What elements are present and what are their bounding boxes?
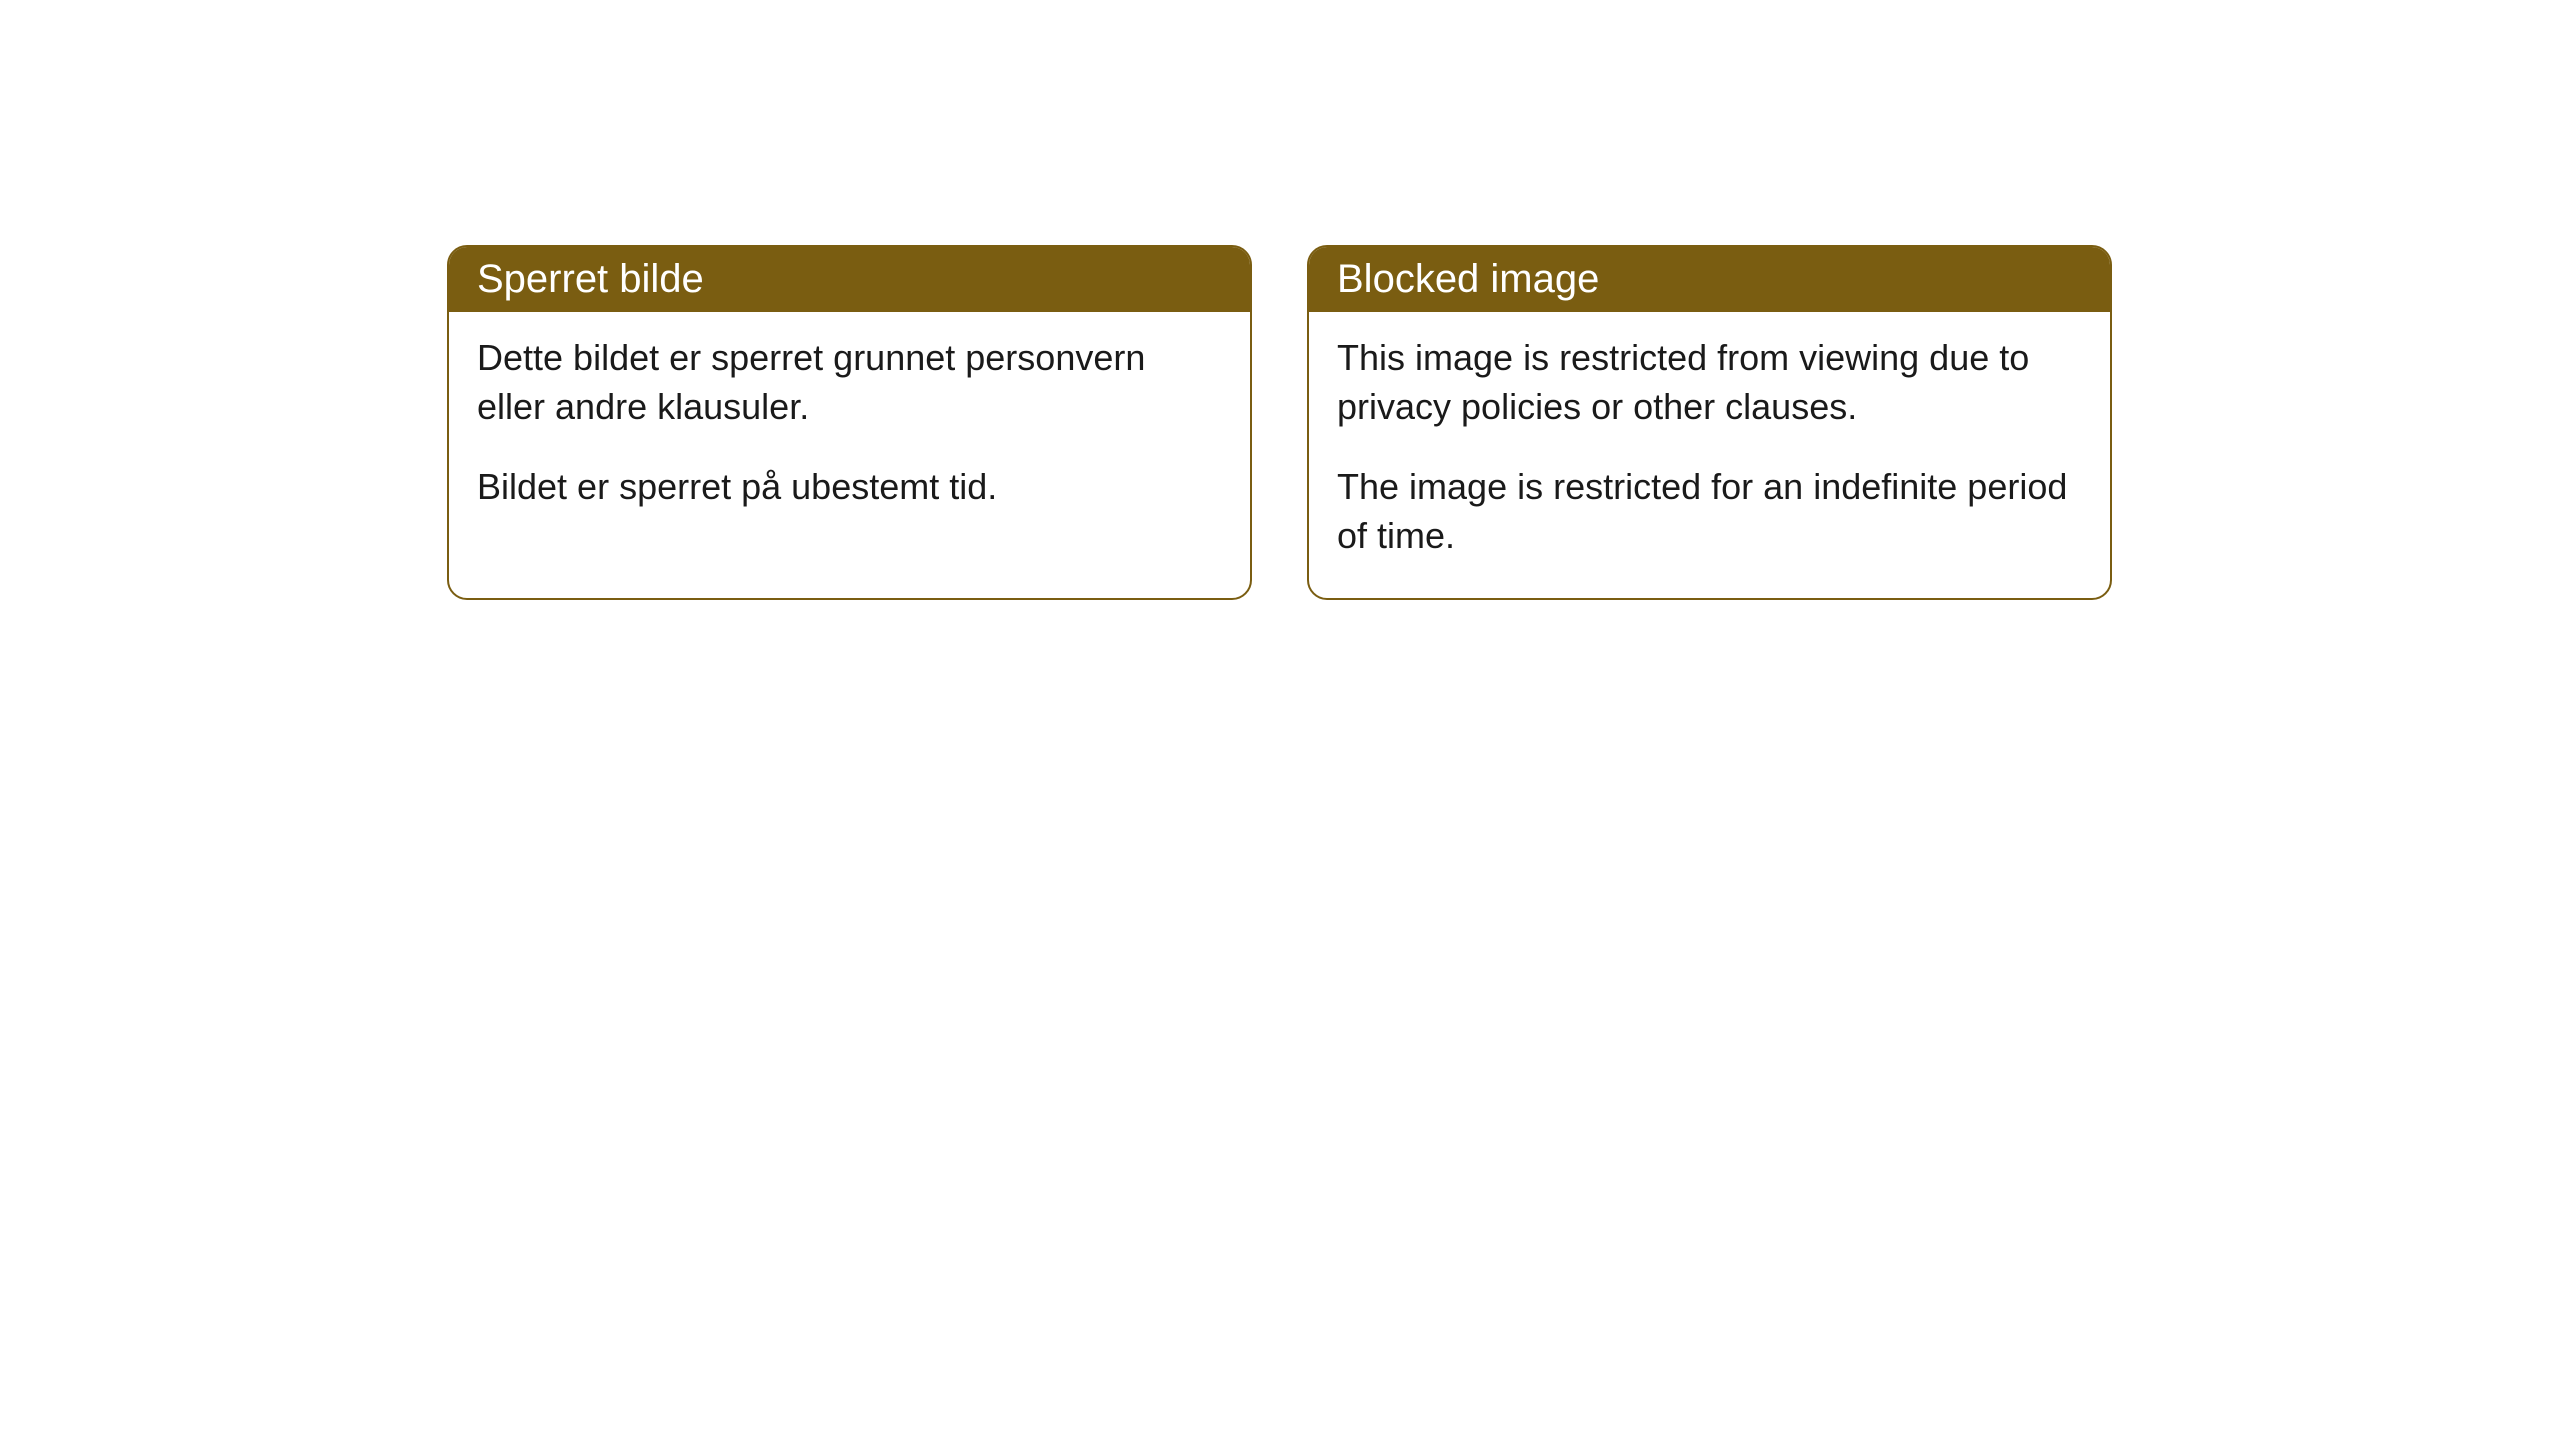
notice-body-norwegian: Dette bildet er sperret grunnet personve…	[449, 312, 1250, 550]
notice-card-english: Blocked image This image is restricted f…	[1307, 245, 2112, 600]
notice-text-1: Dette bildet er sperret grunnet personve…	[477, 334, 1222, 431]
notice-container: Sperret bilde Dette bildet er sperret gr…	[447, 245, 2112, 600]
notice-header-english: Blocked image	[1309, 247, 2110, 312]
notice-body-english: This image is restricted from viewing du…	[1309, 312, 2110, 598]
notice-text-1: This image is restricted from viewing du…	[1337, 334, 2082, 431]
notice-header-norwegian: Sperret bilde	[449, 247, 1250, 312]
notice-text-2: Bildet er sperret på ubestemt tid.	[477, 463, 1222, 512]
notice-text-2: The image is restricted for an indefinit…	[1337, 463, 2082, 560]
notice-card-norwegian: Sperret bilde Dette bildet er sperret gr…	[447, 245, 1252, 600]
